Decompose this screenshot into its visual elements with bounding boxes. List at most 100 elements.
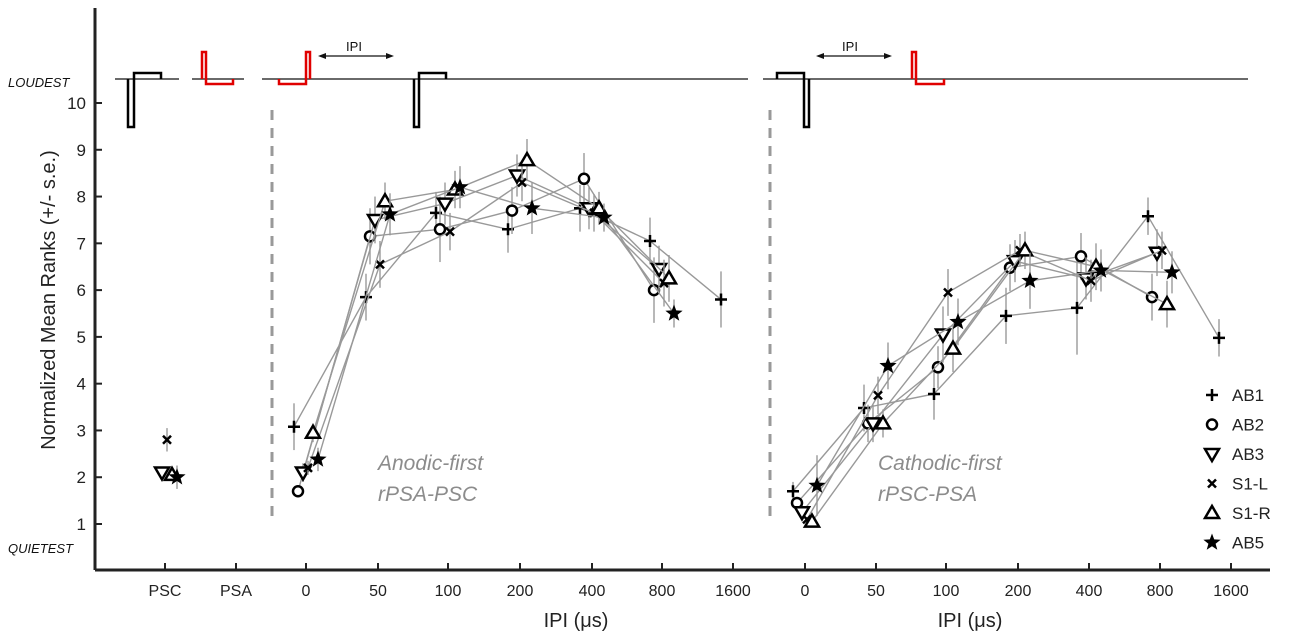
y-tick-label: 8 bbox=[77, 188, 86, 207]
psc-waveform bbox=[126, 71, 163, 129]
data-point bbox=[507, 169, 527, 185]
series-line bbox=[816, 269, 1173, 486]
y-tick-label: 4 bbox=[77, 375, 86, 394]
legend-label: AB3 bbox=[1232, 445, 1264, 464]
legend-marker bbox=[1207, 478, 1217, 489]
axes: 1 2 3 4 5 6 7 8 9 10 PSC PSA 0 50 100 200 400 800 1600 0 50 1… bbox=[67, 8, 1270, 600]
data-point bbox=[802, 512, 822, 528]
series-line bbox=[297, 177, 655, 492]
data-layer bbox=[152, 139, 1225, 528]
series-line bbox=[811, 249, 1168, 523]
x-tick-label: 0 bbox=[801, 583, 810, 600]
data-point bbox=[665, 304, 683, 321]
data-point bbox=[517, 177, 527, 188]
waveform-diagrams bbox=[115, 50, 1248, 129]
data-point bbox=[375, 259, 385, 270]
series-line bbox=[312, 159, 670, 433]
cathodic-panel-label-line2: rPSC-PSA bbox=[878, 483, 977, 506]
data-point bbox=[949, 312, 967, 330]
y-tick-label: 9 bbox=[77, 141, 86, 160]
data-point bbox=[589, 198, 609, 215]
data-point bbox=[1071, 301, 1083, 314]
data-point bbox=[435, 197, 455, 214]
x-tick-label: 800 bbox=[649, 583, 676, 600]
x-tick-label: 200 bbox=[507, 583, 534, 600]
cathodic-phase-waveform bbox=[412, 71, 448, 129]
data-point bbox=[152, 466, 172, 483]
ipi-marker-cathodic: IPI bbox=[842, 39, 858, 54]
y-tick-label: 1 bbox=[77, 515, 86, 534]
x-tick-label: 200 bbox=[1005, 583, 1032, 600]
data-point bbox=[873, 413, 893, 430]
loudest-label: LOUDEST bbox=[8, 75, 70, 90]
anodic-panel-label-line2: rPSA-PSC bbox=[378, 483, 478, 506]
anodic-phase-waveform bbox=[910, 50, 946, 86]
data-point bbox=[715, 293, 727, 306]
data-point bbox=[1163, 263, 1181, 280]
y-tick-label: 7 bbox=[77, 234, 86, 253]
data-point bbox=[943, 339, 963, 355]
data-point bbox=[1021, 271, 1039, 288]
data-point bbox=[291, 485, 305, 498]
ipi-marker-anodic: IPI bbox=[346, 39, 362, 54]
data-point bbox=[288, 420, 300, 433]
data-point bbox=[595, 208, 613, 225]
cathodic-panel-label-line1: Cathodic-first bbox=[878, 452, 1003, 475]
data-point bbox=[523, 199, 541, 216]
cathodic-phase-waveform bbox=[775, 71, 811, 129]
x-tick-label: 0 bbox=[302, 583, 311, 600]
legend-marker bbox=[1205, 418, 1219, 431]
legend-label: S1-L bbox=[1232, 475, 1268, 494]
x-axis-label-anodic: IPI (μs) bbox=[544, 610, 609, 632]
legend: AB1 AB2 AB3 S1-L S1-R AB5 bbox=[1202, 386, 1271, 553]
psa-waveform bbox=[200, 50, 235, 86]
y-tick-label: 2 bbox=[77, 468, 86, 487]
x-tick-label: PSA bbox=[220, 583, 252, 600]
x-axis-label-cathodic: IPI (μs) bbox=[938, 610, 1003, 632]
legend-marker bbox=[1206, 389, 1218, 401]
data-point bbox=[792, 506, 812, 522]
ipi-arrow-head bbox=[816, 53, 824, 59]
anodic-phase-waveform bbox=[277, 50, 312, 86]
legend-label: AB2 bbox=[1232, 416, 1264, 435]
x-tick-label: 50 bbox=[867, 583, 885, 600]
data-point bbox=[933, 328, 953, 345]
legend-label: AB1 bbox=[1232, 386, 1264, 405]
data-point bbox=[381, 205, 399, 222]
x-tick-label: 800 bbox=[1147, 583, 1174, 600]
series-line bbox=[307, 181, 665, 469]
x-tick-label: 50 bbox=[369, 583, 387, 600]
data-point bbox=[168, 468, 186, 485]
legend-marker bbox=[1202, 503, 1222, 520]
data-point bbox=[577, 172, 591, 186]
data-point bbox=[303, 462, 313, 473]
x-tick-label: PSC bbox=[149, 583, 182, 600]
legend-marker bbox=[1203, 533, 1221, 550]
data-point bbox=[1086, 275, 1096, 286]
data-point bbox=[1142, 210, 1154, 223]
y-tick-label: 5 bbox=[77, 328, 86, 347]
y-tick-label: 3 bbox=[77, 421, 86, 440]
ipi-arrow-head bbox=[318, 53, 326, 59]
ipi-arrow-head bbox=[386, 53, 394, 59]
data-point bbox=[649, 262, 669, 279]
data-point bbox=[451, 178, 469, 195]
y-tick-label: 10 bbox=[67, 94, 86, 113]
data-point bbox=[375, 191, 395, 208]
data-point bbox=[517, 150, 537, 167]
legend-label: AB5 bbox=[1232, 534, 1264, 553]
x-tick-label: 400 bbox=[1076, 583, 1103, 600]
chart-body bbox=[270, 110, 772, 524]
legend-marker bbox=[1202, 447, 1222, 464]
data-point bbox=[1157, 245, 1167, 256]
data-point bbox=[505, 204, 519, 217]
legend-label: S1-R bbox=[1232, 504, 1271, 523]
x-tick-label: 1600 bbox=[1213, 583, 1249, 600]
x-tick-label: 100 bbox=[435, 583, 462, 600]
data-point bbox=[1157, 294, 1177, 311]
data-point bbox=[931, 361, 945, 374]
data-point bbox=[162, 434, 172, 445]
data-point bbox=[879, 356, 897, 374]
data-point bbox=[1213, 331, 1225, 344]
